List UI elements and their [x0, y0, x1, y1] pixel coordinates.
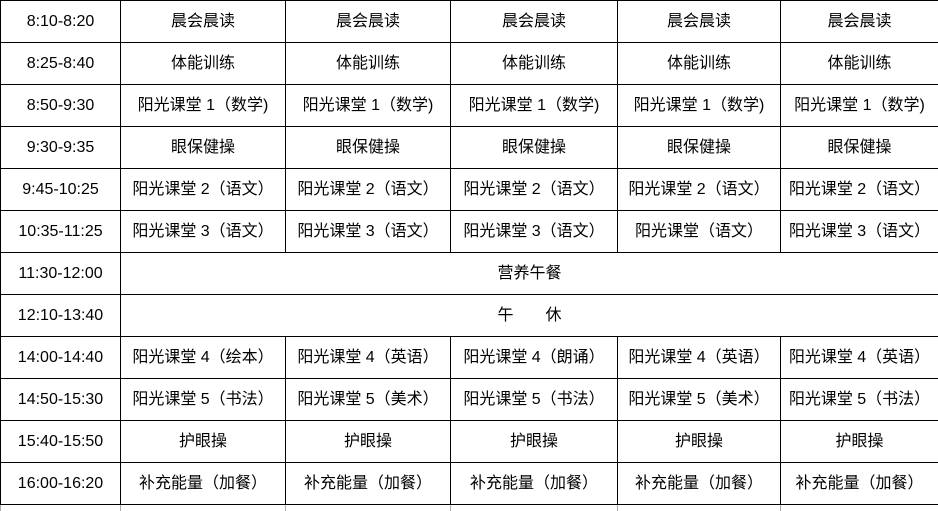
schedule-cell: 阳光课堂 1（数学): [450, 84, 618, 127]
schedule-cell: 眼保健操: [780, 126, 938, 169]
table-row: 9:45-10:25 阳光课堂 2（语文） 阳光课堂 2（语文） 阳光课堂 2（…: [0, 168, 938, 211]
table-row: 15:40-15:50 护眼操 护眼操 护眼操 护眼操 护眼操: [0, 420, 938, 463]
time-cell: [0, 504, 121, 511]
schedule-cell: 阳光课堂 5（书法）: [120, 378, 286, 421]
schedule-cell: 阳光课堂 2（语文）: [120, 168, 286, 211]
schedule-cell: 补充能量（加餐）: [285, 462, 451, 505]
schedule-cell: [617, 504, 781, 511]
schedule-cell: 眼保健操: [120, 126, 286, 169]
table-row-cutoff: [0, 504, 938, 511]
time-cell: 8:10-8:20: [0, 0, 121, 43]
schedule-cell: 阳光课堂 1（数学): [120, 84, 286, 127]
schedule-cell: 阳光课堂 3（语文）: [120, 210, 286, 253]
schedule-cell: 阳光课堂 2（语文）: [450, 168, 618, 211]
schedule-cell: 晨会晨读: [285, 0, 451, 43]
schedule-cell: 晨会晨读: [617, 0, 781, 43]
schedule-cell: 补充能量（加餐）: [617, 462, 781, 505]
schedule-cell: [450, 504, 618, 511]
schedule-cell: 体能训练: [450, 42, 618, 85]
schedule-cell: 阳光课堂 1（数学): [780, 84, 938, 127]
time-cell: 12:10-13:40: [0, 294, 121, 337]
schedule-cell: 护眼操: [285, 420, 451, 463]
table-row: 12:10-13:40 午 休: [0, 294, 938, 337]
schedule-cell: 阳光课堂 2（语文）: [285, 168, 451, 211]
time-cell: 9:45-10:25: [0, 168, 121, 211]
schedule-cell: 阳光课堂 4（朗诵）: [450, 336, 618, 379]
schedule-cell: 晨会晨读: [450, 0, 618, 43]
schedule-cell: [780, 504, 938, 511]
time-cell: 9:30-9:35: [0, 126, 121, 169]
schedule-cell: 阳光课堂 2（语文）: [617, 168, 781, 211]
schedule-cell: 阳光课堂 5（书法）: [780, 378, 938, 421]
schedule-cell: 眼保健操: [285, 126, 451, 169]
schedule-cell: 体能训练: [780, 42, 938, 85]
table-row: 8:10-8:20 晨会晨读 晨会晨读 晨会晨读 晨会晨读 晨会晨读: [0, 0, 938, 43]
table-row: 14:50-15:30 阳光课堂 5（书法） 阳光课堂 5（美术） 阳光课堂 5…: [0, 378, 938, 421]
table-row: 9:30-9:35 眼保健操 眼保健操 眼保健操 眼保健操 眼保健操: [0, 126, 938, 169]
time-cell: 14:00-14:40: [0, 336, 121, 379]
table-row: 8:25-8:40 体能训练 体能训练 体能训练 体能训练 体能训练: [0, 42, 938, 85]
time-cell: 14:50-15:30: [0, 378, 121, 421]
schedule-cell: 阳光课堂 5（美术）: [285, 378, 451, 421]
schedule-cell: 阳光课堂 3（语文）: [780, 210, 938, 253]
schedule-cell: 阳光课堂（语文）: [617, 210, 781, 253]
schedule-cell: 阳光课堂 5（书法）: [450, 378, 618, 421]
merged-cell-nap: 午 休: [120, 294, 938, 337]
schedule-cell: 体能训练: [285, 42, 451, 85]
schedule-cell: 晨会晨读: [780, 0, 938, 43]
schedule-cell: 眼保健操: [450, 126, 618, 169]
schedule-cell: 阳光课堂 3（语文）: [285, 210, 451, 253]
merged-cell-lunch: 营养午餐: [120, 252, 938, 295]
schedule-cell: 阳光课堂 1（数学): [617, 84, 781, 127]
table-row: 8:50-9:30 阳光课堂 1（数学) 阳光课堂 1（数学) 阳光课堂 1（数…: [0, 84, 938, 127]
schedule-cell: 阳光课堂 4（绘本）: [120, 336, 286, 379]
schedule-cell: 眼保健操: [617, 126, 781, 169]
schedule-cell: 补充能量（加餐）: [120, 462, 286, 505]
schedule-cell: 护眼操: [780, 420, 938, 463]
schedule-cell: 阳光课堂 4（英语）: [285, 336, 451, 379]
schedule-cell: 补充能量（加餐）: [780, 462, 938, 505]
schedule-cell: 补充能量（加餐）: [450, 462, 618, 505]
schedule-cell: [285, 504, 451, 511]
table-row: 11:30-12:00 营养午餐: [0, 252, 938, 295]
schedule-cell: 阳光课堂 1（数学): [285, 84, 451, 127]
time-cell: 10:35-11:25: [0, 210, 121, 253]
time-cell: 11:30-12:00: [0, 252, 121, 295]
schedule-cell: 阳光课堂 5（美术）: [617, 378, 781, 421]
schedule-cell: 护眼操: [450, 420, 618, 463]
schedule-cell: 阳光课堂 4（英语）: [617, 336, 781, 379]
schedule-cell: 阳光课堂 2（语文）: [780, 168, 938, 211]
schedule-cell: 护眼操: [120, 420, 286, 463]
time-cell: 8:50-9:30: [0, 84, 121, 127]
table-row: 16:00-16:20 补充能量（加餐） 补充能量（加餐） 补充能量（加餐） 补…: [0, 462, 938, 505]
schedule-cell: [120, 504, 286, 511]
time-cell: 16:00-16:20: [0, 462, 121, 505]
schedule-cell: 晨会晨读: [120, 0, 286, 43]
table-row: 14:00-14:40 阳光课堂 4（绘本） 阳光课堂 4（英语） 阳光课堂 4…: [0, 336, 938, 379]
schedule-cell: 护眼操: [617, 420, 781, 463]
time-cell: 15:40-15:50: [0, 420, 121, 463]
schedule-cell: 体能训练: [120, 42, 286, 85]
schedule-cell: 阳光课堂 3（语文）: [450, 210, 618, 253]
schedule-cell: 阳光课堂 4（英语）: [780, 336, 938, 379]
schedule-cell: 体能训练: [617, 42, 781, 85]
table-row: 10:35-11:25 阳光课堂 3（语文） 阳光课堂 3（语文） 阳光课堂 3…: [0, 210, 938, 253]
time-cell: 8:25-8:40: [0, 42, 121, 85]
